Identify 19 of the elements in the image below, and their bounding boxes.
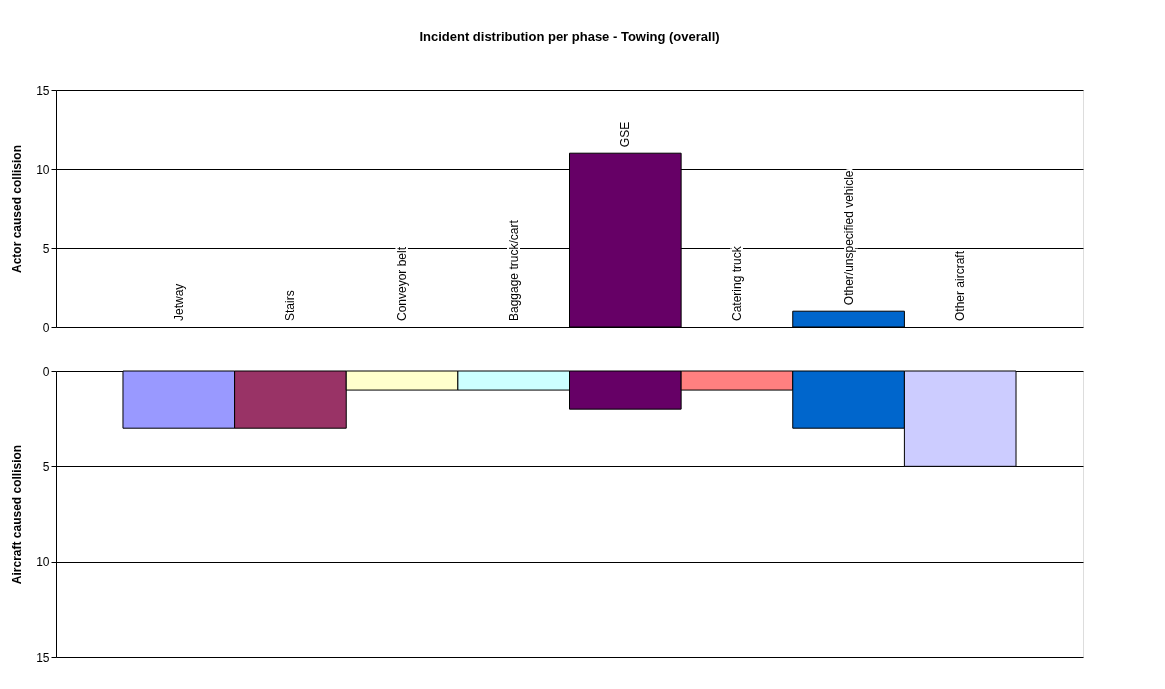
y-axis-title: Actor caused collision bbox=[10, 144, 25, 274]
y-tick-label: 0 bbox=[42, 364, 50, 379]
x-tick-label: Other aircraft bbox=[953, 250, 968, 321]
x-tick-label: Conveyor belt bbox=[395, 246, 410, 321]
x-tick-label: Jetway bbox=[171, 283, 186, 321]
x-tick-label: GSE bbox=[618, 121, 633, 148]
x-tick-label: Baggage truck/cart bbox=[506, 219, 521, 321]
y-tick-label: 15 bbox=[36, 650, 50, 665]
y-tick-label: 5 bbox=[42, 459, 50, 474]
x-tick-label: Stairs bbox=[283, 290, 298, 321]
y-axis-title: Aircraft caused collision bbox=[10, 444, 25, 585]
y-tick-label: 15 bbox=[36, 83, 50, 98]
y-tick-label: 5 bbox=[42, 241, 50, 256]
x-tick-label: Other/unspecified vehicle bbox=[841, 170, 856, 306]
chart-title: Incident distribution per phase - Towing (overall) bbox=[419, 29, 720, 44]
y-tick-label: 10 bbox=[36, 555, 50, 570]
y-tick-label: 0 bbox=[42, 320, 50, 335]
x-tick-label: Catering truck bbox=[729, 245, 744, 321]
y-tick-label: 10 bbox=[36, 162, 50, 177]
